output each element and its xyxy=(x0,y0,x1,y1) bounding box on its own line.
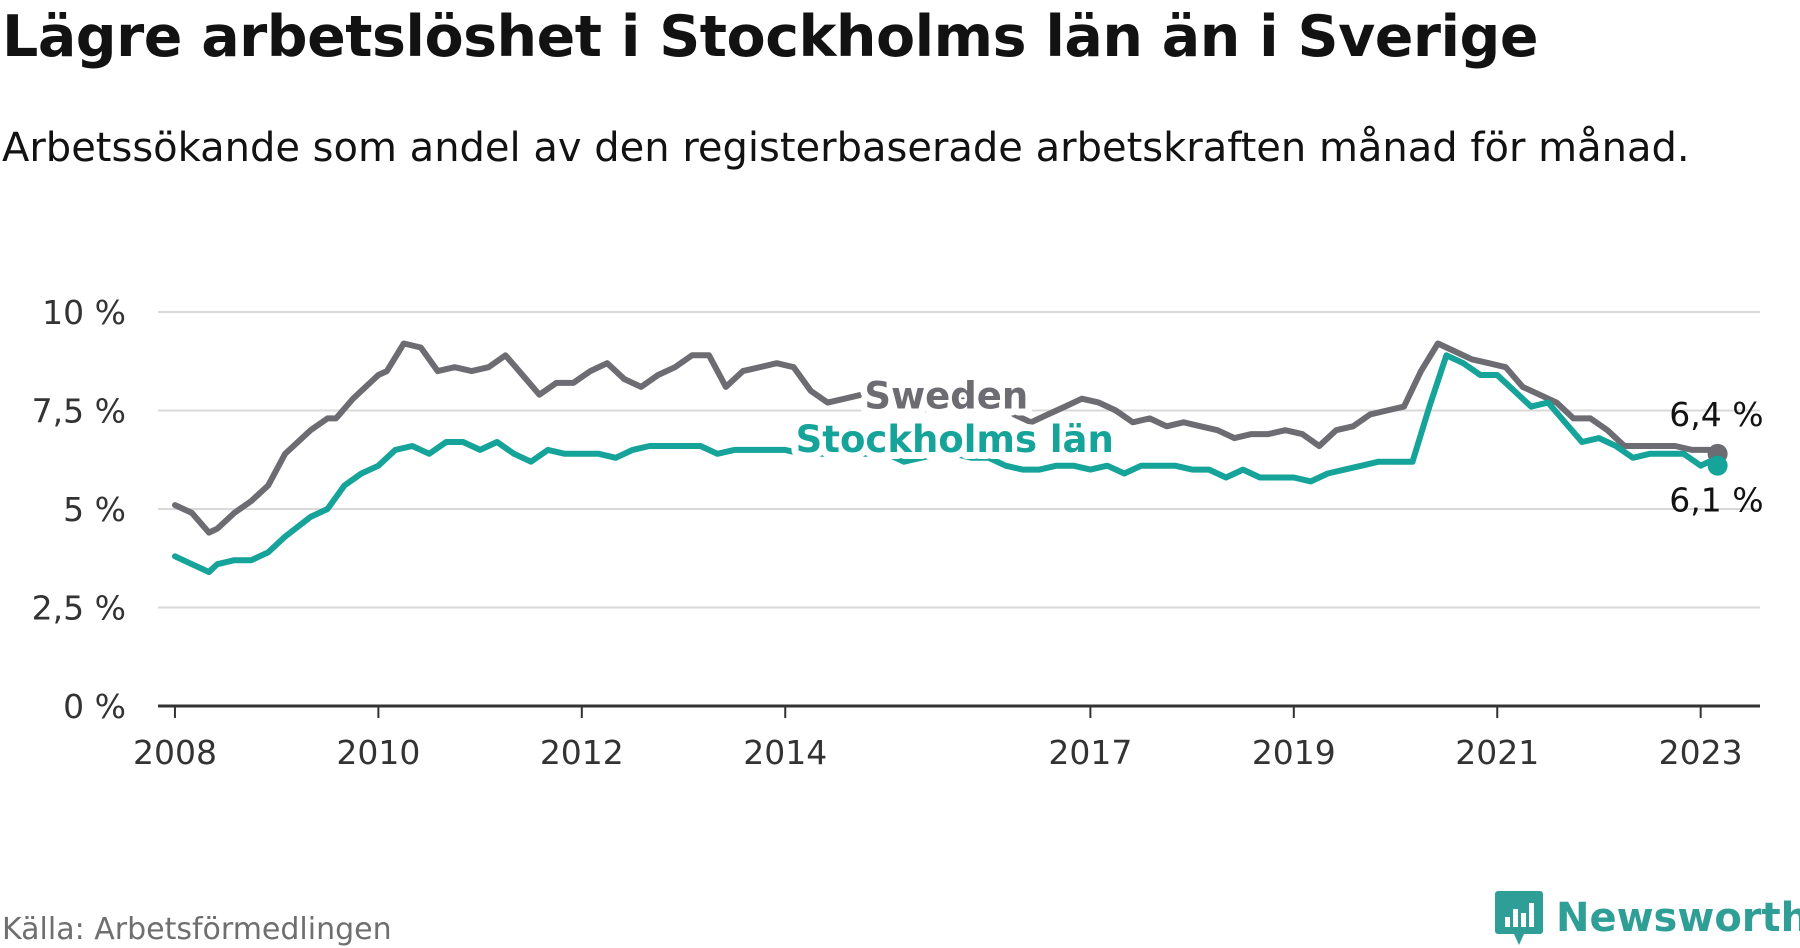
series-layer xyxy=(172,340,1728,575)
source-note: Källa: Arbetsförmedlingen xyxy=(2,912,392,947)
end-value-label: 6,4 % xyxy=(1669,395,1763,434)
x-tick-label: 2023 xyxy=(1659,733,1743,772)
end-value-label: 6,1 % xyxy=(1669,481,1763,520)
end-marker-stockholms-l-n xyxy=(1707,455,1728,476)
x-tick-label: 2012 xyxy=(540,733,624,772)
y-tick-label: 7,5 % xyxy=(32,392,126,431)
series-label-sweden: Sweden xyxy=(864,375,1028,418)
chart-title: Lägre arbetslöshet i Stockholms län än i… xyxy=(2,4,1539,70)
newsworthy-logo[interactable]: Newsworthy xyxy=(1494,889,1800,947)
x-tick-label: 2017 xyxy=(1048,733,1132,772)
x-tick-label: 2010 xyxy=(336,733,420,772)
label-layer: 6,4 % Sweden 6,1 % Stockholms län xyxy=(789,368,1764,520)
x-tick-label: 2008 xyxy=(133,733,217,772)
y-tick-label: 2,5 % xyxy=(32,589,126,628)
chart-subtitle: Arbetssökande som andel av den registerb… xyxy=(2,125,1690,171)
y-tick-label: 10 % xyxy=(42,293,126,332)
axis-layer: 0 % 2,5 % 5 % 7,5 % 10 % 2008 2010 2012 2014 2017… xyxy=(32,293,1760,772)
y-tick-label: 0 % xyxy=(63,687,126,726)
x-tick-label: 2021 xyxy=(1455,733,1539,772)
newsworthy-logo-icon xyxy=(1495,891,1543,945)
x-tick-label: 2014 xyxy=(743,733,827,772)
brand-name: Newsworthy xyxy=(1556,895,1800,941)
y-tick-label: 5 % xyxy=(63,490,126,529)
series-line-stockholms-l-n xyxy=(172,352,1721,575)
series-label-stockholms-l-n: Stockholms län xyxy=(796,418,1114,461)
grid-layer xyxy=(158,311,1760,609)
x-tick-label: 2019 xyxy=(1252,733,1336,772)
series-line-sweden xyxy=(172,340,1721,536)
